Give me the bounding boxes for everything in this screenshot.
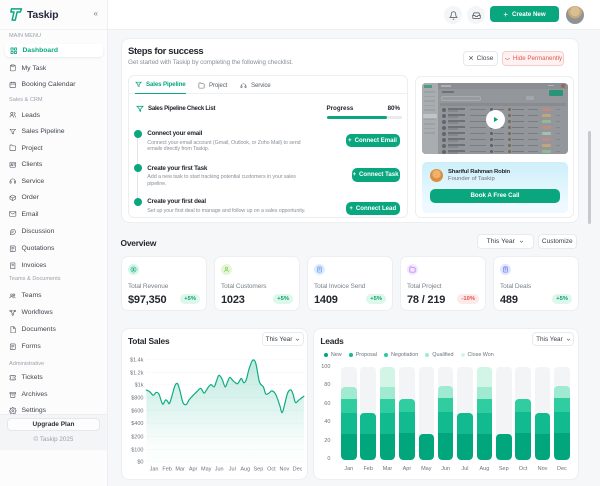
svg-text:Sep: Sep [254,467,264,473]
svg-text:Feb: Feb [162,467,171,473]
svg-text:Jun: Jun [215,467,224,473]
svg-text:Nov: Nov [280,467,290,473]
svg-text:Dec: Dec [293,467,303,473]
svg-text:May: May [201,467,212,473]
svg-text:Jul: Jul [229,467,236,473]
svg-text:$200: $200 [131,434,143,440]
svg-text:$800: $800 [131,395,143,401]
svg-text:$400: $400 [131,421,143,427]
svg-text:Apr: Apr [189,467,198,473]
svg-text:$1k: $1k [135,382,144,388]
svg-text:$0: $0 [137,459,143,465]
svg-text:Oct: Oct [267,467,276,473]
svg-text:$100: $100 [131,447,143,453]
svg-text:Mar: Mar [175,467,185,473]
svg-text:Jan: Jan [150,467,159,473]
svg-text:$1.2k: $1.2k [130,370,144,376]
svg-text:$600: $600 [131,408,143,414]
svg-text:Aug: Aug [240,467,250,473]
svg-text:$1.4k: $1.4k [130,357,144,363]
